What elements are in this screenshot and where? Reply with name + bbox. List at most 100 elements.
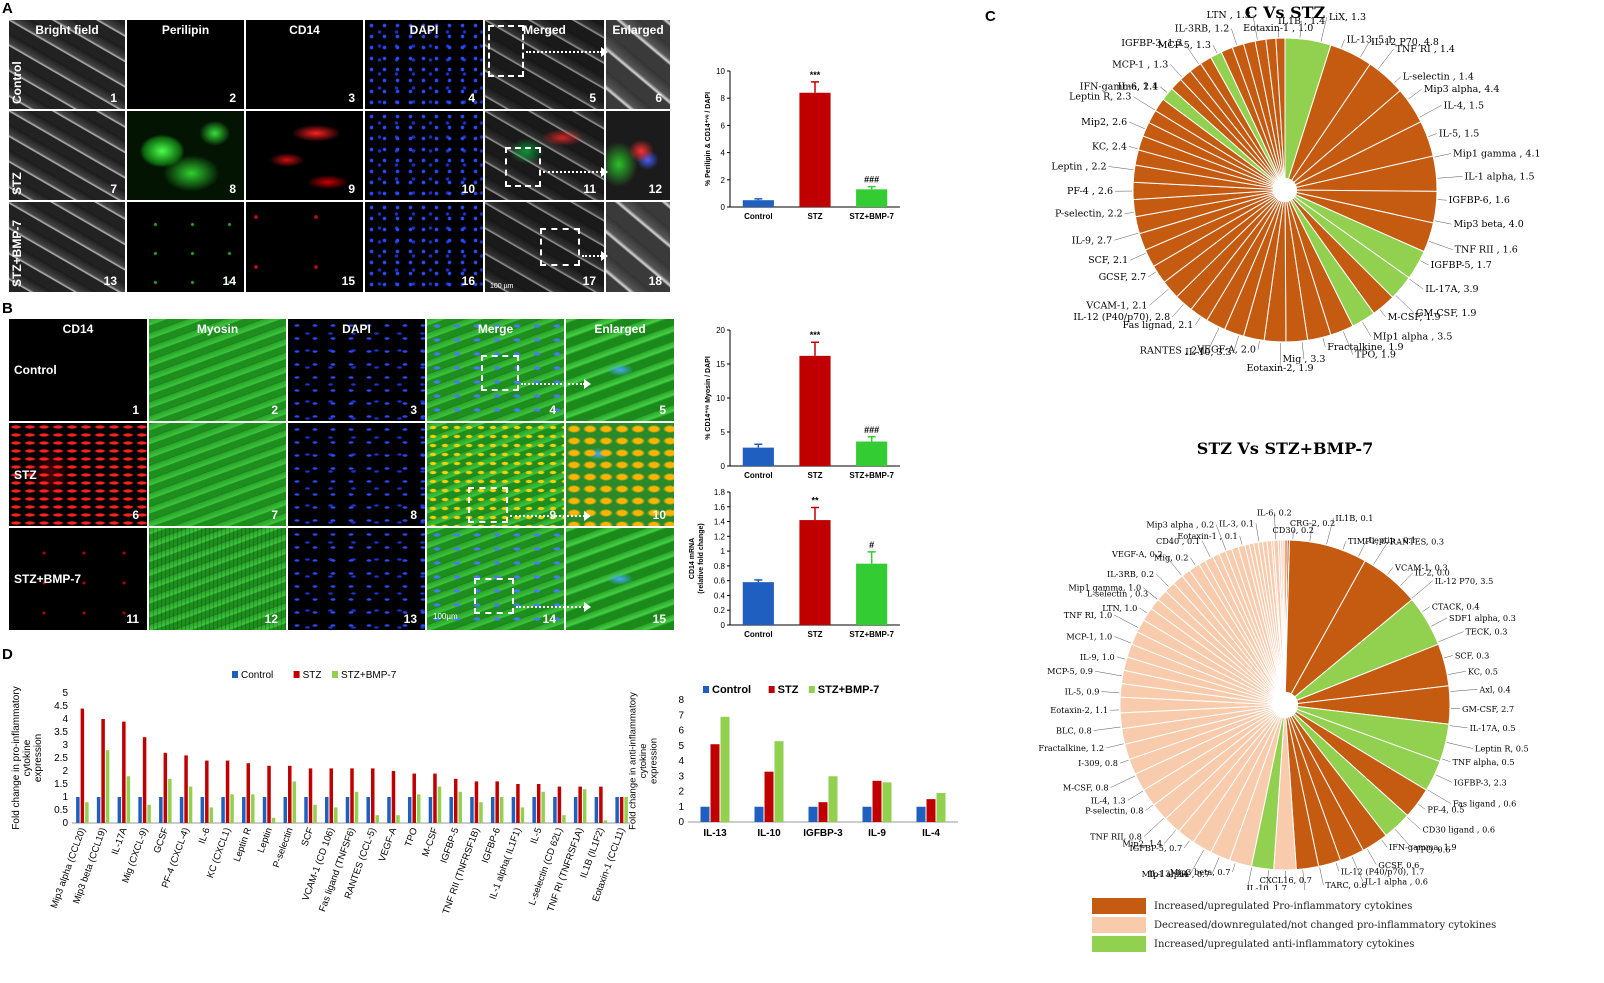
bar	[619, 797, 624, 823]
pie-slice-label: CD40 , 0.1	[1156, 536, 1200, 546]
bar	[624, 797, 628, 823]
pie-leader-line	[1411, 580, 1433, 599]
bar	[375, 815, 379, 823]
bar	[221, 797, 225, 823]
pie-slice-label: GCSF, 2.7	[1099, 272, 1147, 283]
y-tick-label: 2	[62, 766, 68, 777]
significance-label: ###	[864, 175, 879, 185]
zoom-region-box	[481, 355, 519, 391]
bar	[313, 804, 317, 823]
legend-row-anti-up: Increased/upregulated anti-inflammatory …	[1092, 936, 1414, 952]
pie-slice-label: Leptin R, 0.5	[1475, 744, 1529, 754]
zoom-arrow	[510, 511, 591, 521]
pie-slice-label: Eotaxin-2, 1.9	[1246, 363, 1313, 374]
pie-leader-line	[1438, 631, 1464, 643]
pie-leader-line	[1309, 523, 1313, 541]
bar	[242, 797, 246, 823]
bar	[308, 768, 313, 823]
pie-leader-line	[1149, 288, 1169, 306]
pie-leader-line	[1106, 743, 1124, 749]
pie-slice-label: IL-9, 2.7	[1072, 235, 1112, 246]
pie-slice-label: IL-9, 1.0	[1080, 652, 1115, 662]
bar	[936, 793, 946, 822]
pie-hole	[1272, 177, 1298, 203]
legend-label: STZ+BMP-7	[818, 684, 879, 696]
bar	[520, 807, 525, 823]
y-axis-label-line: cytokine	[638, 744, 649, 779]
pie-leader-line	[1448, 671, 1466, 675]
pie-leader-line	[1093, 726, 1121, 731]
pie-slice-label: P-selectin, 2.2	[1055, 209, 1123, 220]
bar	[209, 807, 214, 823]
pie-slice-label: RANTES , 2.1	[1140, 346, 1206, 357]
x-tick-label: Leptin R	[232, 826, 254, 863]
bar	[742, 582, 774, 625]
bar	[85, 802, 89, 823]
pie-leader-line	[1164, 554, 1182, 576]
y-tick-label: 3	[678, 771, 684, 782]
zoom-arrow	[516, 602, 591, 612]
zoom-arrow	[521, 379, 591, 389]
pie-leader-line	[1119, 759, 1129, 764]
micrograph-b-column-header: CD14	[62, 322, 94, 336]
bar	[329, 768, 334, 823]
x-tick-label: P-selectin	[271, 826, 296, 869]
bar	[292, 781, 297, 823]
legend-label-anti-up: Increased/upregulated anti-inflammatory …	[1154, 938, 1415, 950]
y-axis-label: % Perilipin & CD14⁺ᵛᵉ / DAPI	[705, 92, 712, 186]
bar	[479, 802, 483, 823]
bar	[553, 797, 557, 823]
pie-slice-label: IL-12 (P40/p70), 1.7	[1341, 866, 1424, 876]
x-tick-label: STZ+BMP-7	[849, 630, 894, 639]
bar	[122, 721, 126, 823]
pie-leader-line	[1437, 176, 1463, 179]
pie-slice	[1282, 539, 1286, 706]
bar	[799, 92, 831, 207]
micrograph-b-tile-number: 11	[126, 612, 139, 626]
pie-slice-label: IL-6, 0.2	[1257, 507, 1292, 517]
bar	[416, 794, 421, 823]
pie-leader-line	[1171, 304, 1184, 318]
bar	[856, 563, 888, 625]
bar	[437, 786, 442, 823]
micrograph-b-tile: CD14 1	[8, 318, 148, 422]
pie-slice-label: IFN-gamma, 1.1	[1080, 82, 1158, 93]
pie-leader-line	[1207, 327, 1220, 351]
pie-slice-label: KC, 2.4	[1092, 141, 1127, 152]
micrograph-a-tile: 15	[245, 201, 364, 293]
y-tick-label: 2	[678, 787, 684, 798]
pie-leader-line	[1381, 839, 1388, 848]
pie-leader-line	[1319, 867, 1324, 886]
pie-leader-line	[1373, 541, 1389, 565]
pie-slice-label: KC, 0.5	[1468, 666, 1498, 676]
micrograph-b-column-header: Enlarged	[594, 322, 646, 336]
bar	[470, 797, 474, 823]
bar	[458, 791, 462, 823]
pie-leader-line	[1201, 540, 1211, 557]
pie-slice-label: MCP-1 , 1.3	[1112, 59, 1168, 70]
pie-leader-line	[1231, 28, 1237, 45]
micrograph-b-tile-number: 4	[549, 403, 556, 417]
panel-a-bar-chart: 0 2 4 6 8 10 Control *** STZ ### STZ+BMP-7 % Perili…	[705, 67, 900, 221]
bar	[615, 797, 619, 823]
pie-slice-label: RANTES, 0.3	[1390, 537, 1444, 547]
bar	[916, 806, 926, 822]
pie-title: C Vs STZ	[1245, 3, 1326, 22]
y-tick-label: 0	[721, 462, 726, 471]
pie-leader-line	[1170, 64, 1183, 78]
pie-slice-label: IL-17A, 3.9	[1425, 284, 1478, 295]
pie-leader-line	[1387, 567, 1394, 575]
micrograph-a-tile: 9	[245, 110, 364, 201]
x-tick-label: STZ+BMP-7	[849, 212, 894, 221]
micrograph-a-tile: Bright field 1	[8, 19, 126, 110]
bar	[262, 797, 267, 823]
y-tick-label: 1.5	[54, 779, 68, 790]
micrograph-a-tile-number: 10	[461, 182, 475, 196]
pie-leader-line	[1124, 212, 1134, 214]
micrograph-b-tile: 12	[148, 527, 287, 631]
pie-slice-label: IGFBP-3, 1.3	[1121, 38, 1182, 49]
pie-leader-line	[1183, 840, 1190, 849]
micrograph-b-tile: Myosin 2	[148, 318, 287, 422]
bar	[387, 797, 391, 823]
bar	[536, 784, 541, 823]
